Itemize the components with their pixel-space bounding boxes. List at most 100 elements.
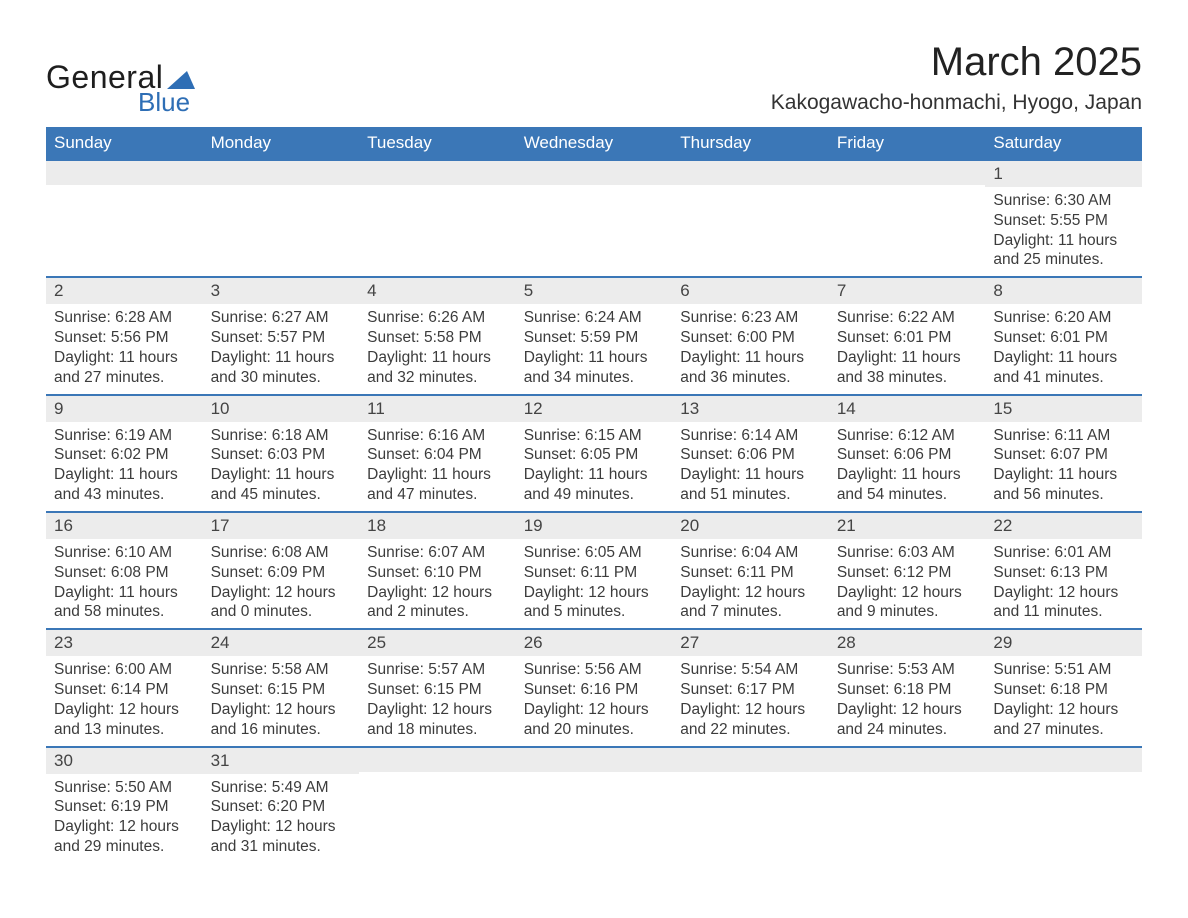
calendar-cell <box>829 160 986 277</box>
day-sunset: Sunset: 6:16 PM <box>524 680 665 700</box>
day-header: Wednesday <box>516 127 673 160</box>
day-dl2: and 51 minutes. <box>680 485 821 505</box>
day-details: Sunrise: 6:03 AMSunset: 6:12 PMDaylight:… <box>829 539 986 628</box>
day-sunrise: Sunrise: 6:04 AM <box>680 543 821 563</box>
day-dl2: and 11 minutes. <box>993 602 1134 622</box>
day-number: 29 <box>985 630 1142 656</box>
day-details: Sunrise: 6:20 AMSunset: 6:01 PMDaylight:… <box>985 304 1142 393</box>
day-details: Sunrise: 6:18 AMSunset: 6:03 PMDaylight:… <box>203 422 360 511</box>
day-details: Sunrise: 6:05 AMSunset: 6:11 PMDaylight:… <box>516 539 673 628</box>
day-details: Sunrise: 6:04 AMSunset: 6:11 PMDaylight:… <box>672 539 829 628</box>
calendar-cell: 22Sunrise: 6:01 AMSunset: 6:13 PMDayligh… <box>985 512 1142 629</box>
calendar-week-row: 1Sunrise: 6:30 AMSunset: 5:55 PMDaylight… <box>46 160 1142 277</box>
calendar-cell: 14Sunrise: 6:12 AMSunset: 6:06 PMDayligh… <box>829 395 986 512</box>
calendar-cell: 9Sunrise: 6:19 AMSunset: 6:02 PMDaylight… <box>46 395 203 512</box>
day-details <box>672 772 829 850</box>
day-sunrise: Sunrise: 5:54 AM <box>680 660 821 680</box>
day-sunset: Sunset: 6:01 PM <box>837 328 978 348</box>
day-dl2: and 2 minutes. <box>367 602 508 622</box>
day-number: 23 <box>46 630 203 656</box>
day-number: 9 <box>46 396 203 422</box>
day-sunrise: Sunrise: 6:28 AM <box>54 308 195 328</box>
calendar-cell: 27Sunrise: 5:54 AMSunset: 6:17 PMDayligh… <box>672 629 829 746</box>
day-dl1: Daylight: 11 hours <box>524 348 665 368</box>
day-sunrise: Sunrise: 6:15 AM <box>524 426 665 446</box>
day-sunrise: Sunrise: 6:14 AM <box>680 426 821 446</box>
day-details: Sunrise: 5:54 AMSunset: 6:17 PMDaylight:… <box>672 656 829 745</box>
calendar-table: Sunday Monday Tuesday Wednesday Thursday… <box>46 127 1142 863</box>
day-number <box>672 161 829 185</box>
day-sunrise: Sunrise: 6:23 AM <box>680 308 821 328</box>
day-sunrise: Sunrise: 6:03 AM <box>837 543 978 563</box>
day-details: Sunrise: 6:30 AMSunset: 5:55 PMDaylight:… <box>985 187 1142 276</box>
day-number <box>46 161 203 185</box>
day-dl1: Daylight: 11 hours <box>54 348 195 368</box>
day-dl2: and 18 minutes. <box>367 720 508 740</box>
day-sunset: Sunset: 6:02 PM <box>54 445 195 465</box>
calendar-cell: 7Sunrise: 6:22 AMSunset: 6:01 PMDaylight… <box>829 277 986 394</box>
calendar-cell: 17Sunrise: 6:08 AMSunset: 6:09 PMDayligh… <box>203 512 360 629</box>
day-sunrise: Sunrise: 6:24 AM <box>524 308 665 328</box>
calendar-week-row: 9Sunrise: 6:19 AMSunset: 6:02 PMDaylight… <box>46 395 1142 512</box>
day-sunrise: Sunrise: 6:01 AM <box>993 543 1134 563</box>
day-header: Saturday <box>985 127 1142 160</box>
day-sunset: Sunset: 5:55 PM <box>993 211 1134 231</box>
day-number: 8 <box>985 278 1142 304</box>
day-dl1: Daylight: 12 hours <box>54 817 195 837</box>
day-number: 26 <box>516 630 673 656</box>
day-header: Thursday <box>672 127 829 160</box>
day-dl1: Daylight: 11 hours <box>367 465 508 485</box>
day-sunrise: Sunrise: 6:20 AM <box>993 308 1134 328</box>
day-dl1: Daylight: 11 hours <box>993 231 1134 251</box>
header: General Blue March 2025 Kakogawacho-honm… <box>46 40 1142 115</box>
day-sunset: Sunset: 6:14 PM <box>54 680 195 700</box>
day-sunrise: Sunrise: 5:51 AM <box>993 660 1134 680</box>
day-number <box>672 748 829 772</box>
calendar-week-row: 2Sunrise: 6:28 AMSunset: 5:56 PMDaylight… <box>46 277 1142 394</box>
day-number: 30 <box>46 748 203 774</box>
day-dl1: Daylight: 12 hours <box>837 583 978 603</box>
day-sunrise: Sunrise: 5:56 AM <box>524 660 665 680</box>
day-sunrise: Sunrise: 6:18 AM <box>211 426 352 446</box>
day-dl1: Daylight: 12 hours <box>837 700 978 720</box>
calendar-cell: 4Sunrise: 6:26 AMSunset: 5:58 PMDaylight… <box>359 277 516 394</box>
day-dl2: and 31 minutes. <box>211 837 352 857</box>
day-details: Sunrise: 5:51 AMSunset: 6:18 PMDaylight:… <box>985 656 1142 745</box>
day-number: 6 <box>672 278 829 304</box>
day-header: Friday <box>829 127 986 160</box>
day-sunrise: Sunrise: 6:05 AM <box>524 543 665 563</box>
day-details: Sunrise: 6:19 AMSunset: 6:02 PMDaylight:… <box>46 422 203 511</box>
calendar-cell: 29Sunrise: 5:51 AMSunset: 6:18 PMDayligh… <box>985 629 1142 746</box>
calendar-cell: 18Sunrise: 6:07 AMSunset: 6:10 PMDayligh… <box>359 512 516 629</box>
day-sunset: Sunset: 6:11 PM <box>524 563 665 583</box>
day-dl2: and 24 minutes. <box>837 720 978 740</box>
day-sunset: Sunset: 6:06 PM <box>837 445 978 465</box>
day-dl2: and 49 minutes. <box>524 485 665 505</box>
day-sunset: Sunset: 5:56 PM <box>54 328 195 348</box>
day-dl2: and 20 minutes. <box>524 720 665 740</box>
calendar-cell: 8Sunrise: 6:20 AMSunset: 6:01 PMDaylight… <box>985 277 1142 394</box>
calendar-cell: 11Sunrise: 6:16 AMSunset: 6:04 PMDayligh… <box>359 395 516 512</box>
day-number: 7 <box>829 278 986 304</box>
day-number <box>829 748 986 772</box>
day-number <box>985 748 1142 772</box>
calendar-cell <box>672 160 829 277</box>
calendar-cell: 6Sunrise: 6:23 AMSunset: 6:00 PMDaylight… <box>672 277 829 394</box>
day-sunrise: Sunrise: 6:30 AM <box>993 191 1134 211</box>
day-sunrise: Sunrise: 6:26 AM <box>367 308 508 328</box>
day-details: Sunrise: 6:01 AMSunset: 6:13 PMDaylight:… <box>985 539 1142 628</box>
day-dl1: Daylight: 11 hours <box>680 348 821 368</box>
day-number: 12 <box>516 396 673 422</box>
calendar-cell <box>46 160 203 277</box>
calendar-cell <box>672 747 829 863</box>
calendar-cell: 24Sunrise: 5:58 AMSunset: 6:15 PMDayligh… <box>203 629 360 746</box>
day-number: 21 <box>829 513 986 539</box>
day-details <box>829 185 986 263</box>
day-dl1: Daylight: 12 hours <box>367 700 508 720</box>
calendar-cell: 12Sunrise: 6:15 AMSunset: 6:05 PMDayligh… <box>516 395 673 512</box>
day-dl2: and 5 minutes. <box>524 602 665 622</box>
day-details <box>359 185 516 263</box>
day-number: 19 <box>516 513 673 539</box>
day-sunset: Sunset: 6:18 PM <box>993 680 1134 700</box>
day-sunset: Sunset: 6:19 PM <box>54 797 195 817</box>
